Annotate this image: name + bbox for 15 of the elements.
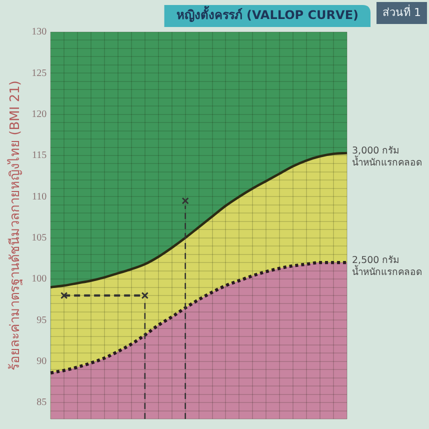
text: 3,000 กรัม น้ำหนักแรกคลอด	[352, 146, 422, 169]
y-tick-label: 95	[36, 314, 47, 326]
y-tick-label: 130	[32, 26, 47, 38]
text: 2,500 กรัม น้ำหนักแรกคลอด	[352, 255, 422, 278]
y-tick-label: 105	[32, 232, 47, 244]
y-tick-label: 115	[32, 150, 47, 162]
y-tick-label: 85	[36, 397, 47, 408]
y-tick-label: 120	[32, 108, 47, 120]
y-axis-title: ร้อยละค่ามาตรฐานดัชนีมวลกายหญิงไทย (BMI 21)	[7, 80, 24, 370]
chart-title: หญิงตั้งครรภ์ (VALLOP CURVE)	[176, 5, 359, 22]
y-tick-label: 90	[36, 356, 47, 367]
y-tick-label: 110	[32, 191, 47, 202]
y-tick-label: 125	[32, 68, 47, 79]
y-tick-label: 100	[32, 274, 47, 285]
text: ส่วนที่ 1	[382, 4, 421, 19]
